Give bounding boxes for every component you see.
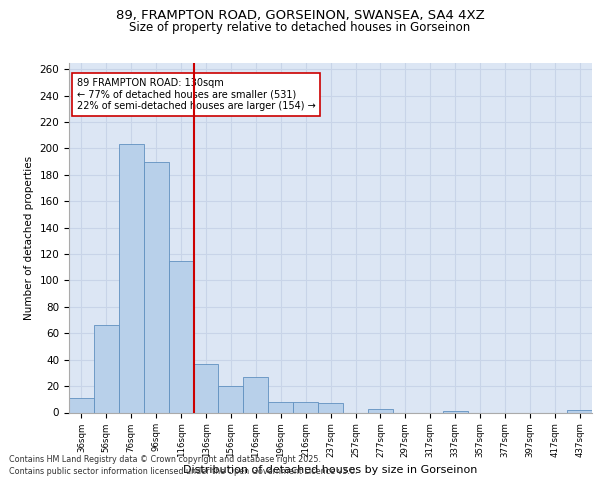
Bar	[218, 386, 244, 412]
Bar	[567, 410, 592, 412]
Text: Contains HM Land Registry data © Crown copyright and database right 2025.: Contains HM Land Registry data © Crown c…	[9, 455, 321, 464]
Bar	[119, 144, 144, 412]
Y-axis label: Number of detached properties: Number of detached properties	[24, 156, 34, 320]
Bar	[194, 364, 218, 412]
Bar	[443, 411, 467, 412]
Text: 89 FRAMPTON ROAD: 130sqm
← 77% of detached houses are smaller (531)
22% of semi-: 89 FRAMPTON ROAD: 130sqm ← 77% of detach…	[77, 78, 316, 112]
Bar	[318, 404, 343, 412]
Text: Contains public sector information licensed under the Open Government Licence v3: Contains public sector information licen…	[9, 467, 358, 476]
Bar	[244, 377, 268, 412]
Bar	[293, 402, 318, 412]
Bar	[268, 402, 293, 412]
Bar	[144, 162, 169, 412]
X-axis label: Distribution of detached houses by size in Gorseinon: Distribution of detached houses by size …	[184, 466, 478, 475]
Bar	[94, 326, 119, 412]
Text: Size of property relative to detached houses in Gorseinon: Size of property relative to detached ho…	[130, 21, 470, 34]
Bar	[368, 408, 393, 412]
Text: 89, FRAMPTON ROAD, GORSEINON, SWANSEA, SA4 4XZ: 89, FRAMPTON ROAD, GORSEINON, SWANSEA, S…	[116, 9, 484, 22]
Bar	[169, 260, 194, 412]
Bar	[69, 398, 94, 412]
